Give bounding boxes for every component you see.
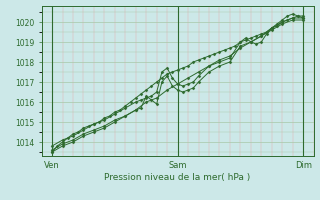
X-axis label: Pression niveau de la mer( hPa ): Pression niveau de la mer( hPa ): [104, 173, 251, 182]
